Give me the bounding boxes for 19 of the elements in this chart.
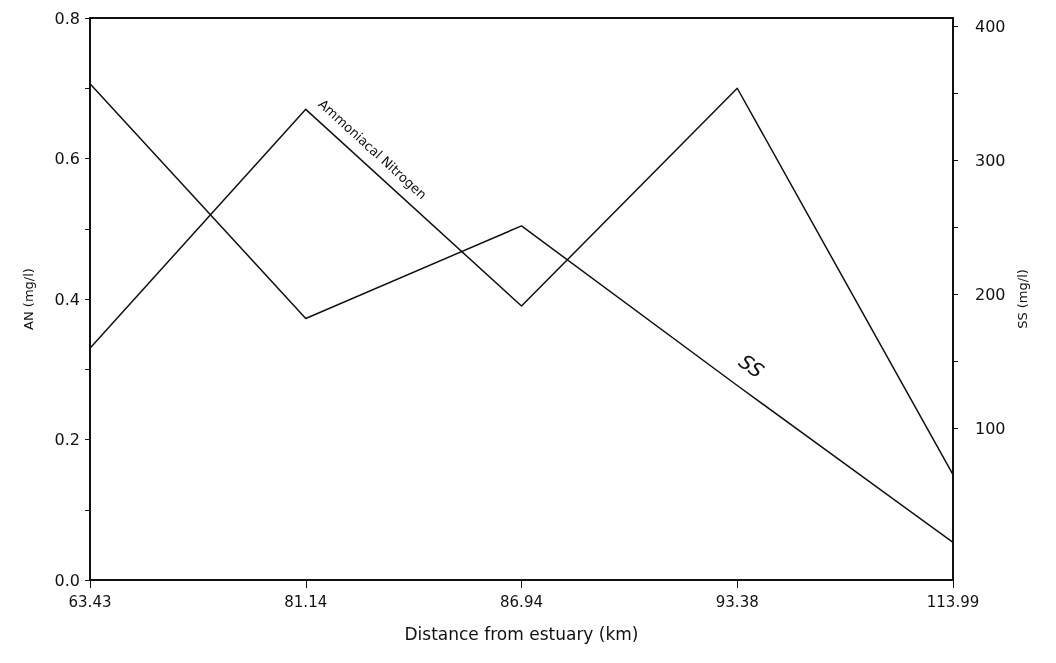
y-tick-label: 0.0 — [54, 570, 80, 590]
y-tick-label: 0.6 — [54, 149, 80, 168]
text: SS — [734, 349, 769, 384]
y2-tick-label: 200 — [975, 284, 1006, 304]
y-axis-title: AN (mg/l) — [21, 268, 36, 330]
x-tick-label: 93.38 — [715, 592, 759, 611]
x-axis-title: Distance from estuary (km) — [404, 623, 639, 644]
y2-axis-title: SS (mg/l) — [1015, 269, 1031, 329]
line-series — [89, 82, 954, 544]
y-tick-label: 0.4 — [54, 289, 80, 309]
x-tick-label: 63.43 — [68, 592, 112, 611]
y-tick-label: 0.8 — [54, 8, 80, 28]
y2-tick-label: 400 — [975, 16, 1006, 36]
y2-tick-label: 100 — [975, 418, 1006, 438]
y-tick-label: 0.2 — [54, 430, 80, 449]
x-tick-label: 81.14 — [284, 592, 328, 611]
x-tick-label: 86.94 — [500, 592, 543, 611]
x-tick-label: 113.99 — [926, 592, 980, 611]
y2-tick-label: 300 — [975, 150, 1006, 170]
